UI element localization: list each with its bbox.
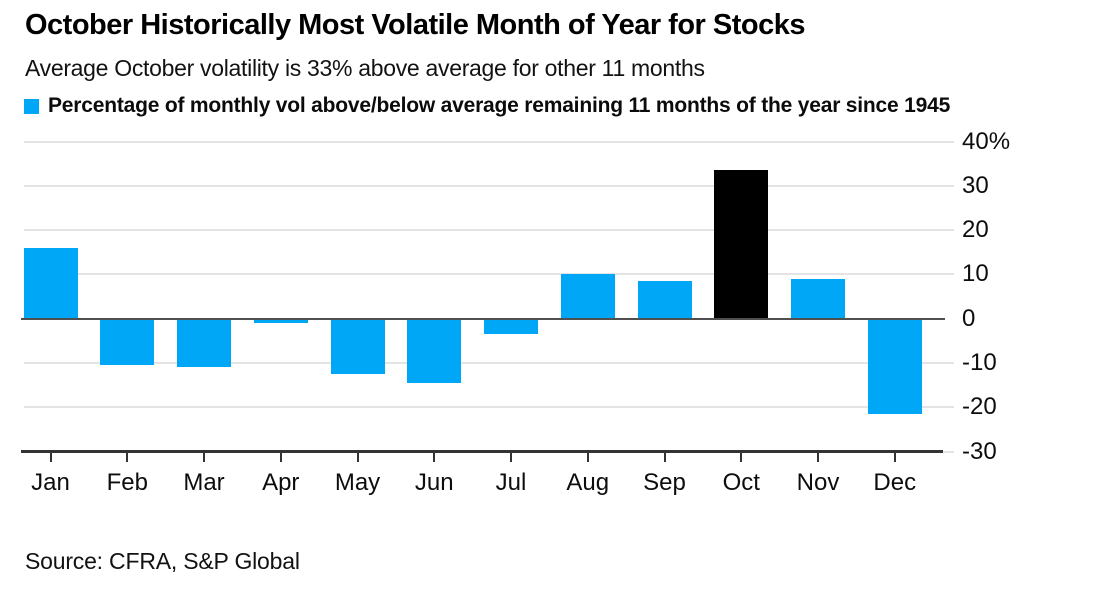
bar-feb — [100, 318, 155, 366]
bar-nov — [791, 278, 845, 319]
gridline — [24, 229, 954, 232]
bar-aug — [560, 274, 615, 319]
bar-dec — [867, 318, 922, 414]
x-axis-label: Oct — [722, 469, 760, 496]
axis-tick — [279, 451, 282, 462]
x-axis-label: Jan — [31, 469, 70, 496]
bar-jan — [23, 247, 78, 319]
gridline — [24, 140, 954, 143]
gridline — [24, 273, 954, 276]
x-axis-label: Apr — [262, 469, 300, 496]
x-axis-label: Aug — [566, 469, 610, 496]
gridline — [24, 361, 954, 364]
y-axis-label: -20 — [962, 393, 997, 421]
x-axis-line — [21, 450, 943, 453]
x-axis-label: Nov — [796, 469, 840, 496]
bar-jul — [484, 318, 538, 335]
axis-tick — [663, 451, 666, 462]
axis-tick — [586, 451, 589, 462]
legend: Percentage of monthly vol above/below av… — [24, 94, 950, 118]
axis-tick — [893, 451, 896, 462]
bar-mar — [177, 318, 231, 368]
bar-may — [330, 318, 385, 374]
y-axis-label: 20 — [962, 216, 989, 244]
axis-tick — [49, 451, 52, 462]
x-axis-label: Jul — [495, 469, 527, 496]
y-axis-label: 30 — [962, 171, 989, 199]
legend-swatch-icon — [24, 98, 39, 114]
x-axis-label: Jun — [414, 469, 454, 496]
gridline — [24, 406, 954, 409]
x-axis-label: Dec — [873, 469, 917, 496]
axis-tick — [510, 451, 512, 462]
bar-sep — [637, 281, 692, 319]
axis-tick — [433, 451, 436, 462]
x-axis-label: Mar — [183, 469, 225, 496]
chart-subtitle: Average October volatility is 33% above … — [25, 55, 705, 81]
y-axis-label: -10 — [962, 348, 997, 376]
page-title: October Historically Most Volatile Month… — [25, 9, 805, 41]
bar-apr — [253, 318, 308, 324]
x-axis-label: May — [334, 469, 381, 496]
x-axis-label: Feb — [106, 469, 148, 496]
zero-line — [21, 317, 945, 320]
axis-tick — [740, 451, 743, 462]
source-note: Source: CFRA, S&P Global — [25, 548, 300, 574]
y-axis-label: 0 — [962, 304, 976, 332]
y-axis-label: -30 — [962, 437, 997, 465]
y-axis-label: 10 — [962, 260, 989, 288]
gridline — [24, 184, 954, 187]
axis-tick — [817, 451, 819, 462]
bar-jun — [407, 318, 462, 383]
bar-oct — [714, 170, 769, 319]
axis-tick — [203, 451, 205, 462]
axis-tick — [356, 451, 359, 462]
y-axis-label: 40% — [962, 127, 1011, 155]
axis-tick — [126, 451, 129, 462]
x-axis-label: Sep — [643, 469, 686, 496]
legend-label: Percentage of monthly vol above/below av… — [48, 94, 951, 117]
